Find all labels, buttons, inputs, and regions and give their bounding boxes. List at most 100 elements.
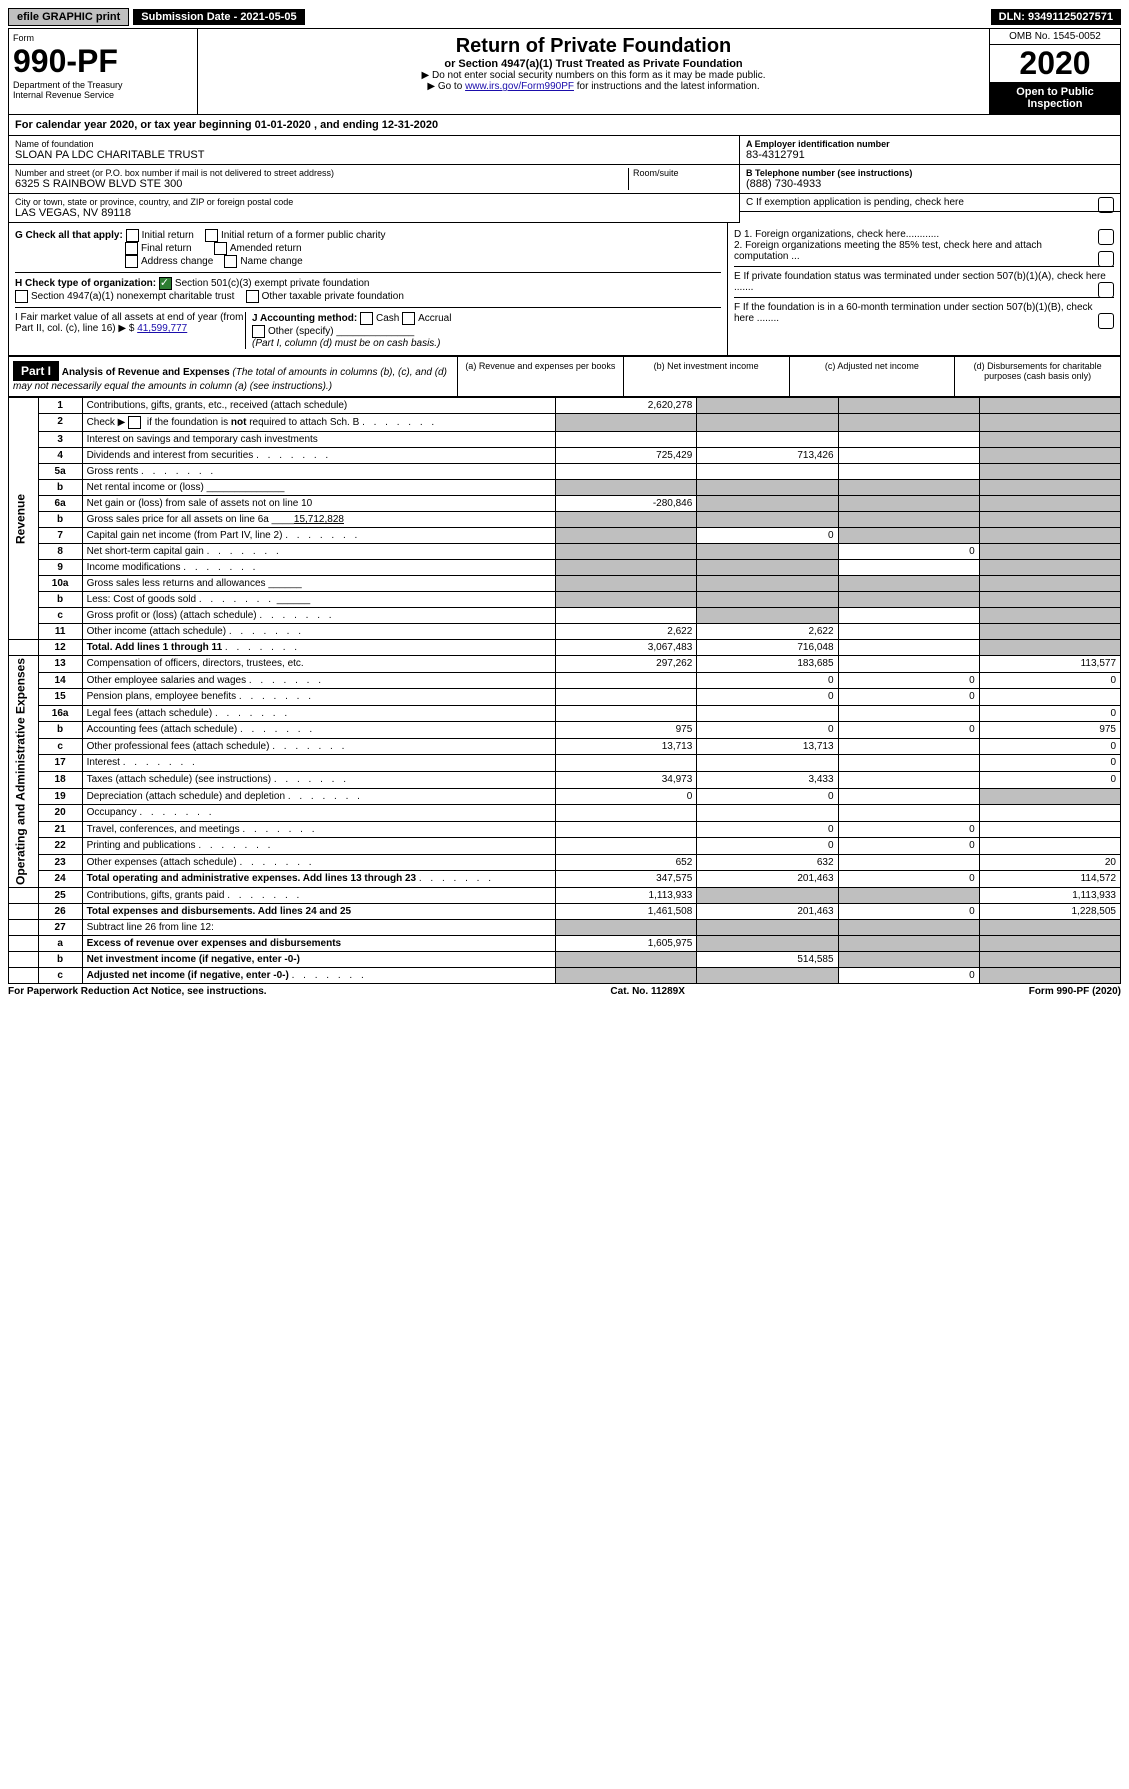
col-d-header: (d) Disbursements for charitable purpose…: [954, 357, 1120, 396]
line-16c-b: 13,713: [697, 738, 838, 755]
accrual: Accrual: [418, 313, 451, 324]
ein-label: A Employer identification number: [746, 139, 1114, 149]
line-12-desc: Total. Add lines 1 through 11: [82, 640, 556, 656]
dln: DLN: 93491125027571: [991, 9, 1121, 25]
line-6a-num: 6a: [38, 496, 82, 512]
e-check[interactable]: [1098, 282, 1114, 298]
line-3-num: 3: [38, 432, 82, 448]
line-6b-num: b: [38, 512, 82, 528]
c-checkbox[interactable]: [1098, 197, 1114, 213]
4947-check[interactable]: [15, 290, 28, 303]
line-14-desc: Other employee salaries and wages: [82, 672, 556, 689]
line-4-num: 4: [38, 448, 82, 464]
line-8-num: 8: [38, 544, 82, 560]
initial-return-check[interactable]: [126, 229, 139, 242]
name-change-check[interactable]: [224, 255, 237, 268]
form-title: Return of Private Foundation: [204, 35, 983, 58]
line-16c-num: c: [38, 738, 82, 755]
j-note: (Part I, column (d) must be on cash basi…: [252, 338, 440, 349]
line-22-desc: Printing and publications: [82, 838, 556, 855]
line-24-c: 0: [838, 871, 979, 888]
sch-b-check[interactable]: [128, 416, 141, 429]
d1-check[interactable]: [1098, 229, 1114, 245]
line-26-desc: Total expenses and disbursements. Add li…: [82, 903, 556, 919]
check-section: G Check all that apply: Initial return I…: [8, 223, 1121, 356]
line-5b-desc: Net rental income or (loss) ____________…: [82, 480, 556, 496]
accrual-check[interactable]: [402, 312, 415, 325]
initial-former-check[interactable]: [205, 229, 218, 242]
line-12-a: 3,067,483: [556, 640, 697, 656]
line-27c-c: 0: [838, 967, 979, 983]
line-7-num: 7: [38, 528, 82, 544]
col-a-header: (a) Revenue and expenses per books: [457, 357, 623, 396]
final-return: Final return: [141, 243, 192, 254]
line-18-d: 0: [979, 771, 1120, 788]
i-label: I Fair market value of all assets at end…: [15, 312, 243, 334]
form-subtitle: or Section 4947(a)(1) Trust Treated as P…: [204, 58, 983, 70]
j-label: J Accounting method:: [252, 313, 357, 324]
identification-section: Name of foundation SLOAN PA LDC CHARITAB…: [8, 136, 1121, 223]
line-25-d: 1,113,933: [979, 887, 1120, 903]
line-1-d: [979, 398, 1120, 414]
col-b-header: (b) Net investment income: [623, 357, 789, 396]
line-3-desc: Interest on savings and temporary cash i…: [82, 432, 556, 448]
line-27c-desc: Adjusted net income (if negative, enter …: [82, 967, 556, 983]
line-1-num: 1: [38, 398, 82, 414]
phone: (888) 730-4933: [746, 178, 1114, 190]
line-10b-desc: Less: Cost of goods sold ______: [82, 592, 556, 608]
addr-change-check[interactable]: [125, 255, 138, 268]
line-9-desc: Income modifications: [82, 560, 556, 576]
line-5b-num: b: [38, 480, 82, 496]
submission-date: Submission Date - 2021-05-05: [133, 9, 304, 25]
line-8-desc: Net short-term capital gain: [82, 544, 556, 560]
ein: 83-4312791: [746, 149, 1114, 161]
line-20-num: 20: [38, 805, 82, 822]
line-27a-a: 1,605,975: [556, 935, 697, 951]
line-17-d: 0: [979, 755, 1120, 772]
g-label: G Check all that apply:: [15, 230, 123, 241]
amended-return: Amended return: [230, 243, 302, 254]
line-7-b: 0: [697, 528, 838, 544]
line-1-a: 2,620,278: [556, 398, 697, 414]
fmv-value[interactable]: 41,599,777: [137, 323, 187, 334]
line-6b-val: 15,712,828: [294, 514, 344, 525]
line-25-desc: Contributions, gifts, grants paid: [82, 887, 556, 903]
initial-former: Initial return of a former public charit…: [221, 230, 386, 241]
line-24-d: 114,572: [979, 871, 1120, 888]
line-11-b: 2,622: [697, 624, 838, 640]
line-1-b: [697, 398, 838, 414]
other-taxable-check[interactable]: [246, 290, 259, 303]
501c3-check[interactable]: [159, 277, 172, 290]
line-15-c: 0: [838, 689, 979, 706]
line-14-d: 0: [979, 672, 1120, 689]
line-13-d: 113,577: [979, 656, 1120, 673]
line-2-num: 2: [38, 414, 82, 432]
other-method-check[interactable]: [252, 325, 265, 338]
line-25-a: 1,113,933: [556, 887, 697, 903]
line-18-desc: Taxes (attach schedule) (see instruction…: [82, 771, 556, 788]
501c3: Section 501(c)(3) exempt private foundat…: [175, 278, 370, 289]
line-24-b: 201,463: [697, 871, 838, 888]
d2-check[interactable]: [1098, 251, 1114, 267]
expenses-section-label: Operating and Administrative Expenses: [9, 656, 39, 888]
line-22-c: 0: [838, 838, 979, 855]
final-return-check[interactable]: [125, 242, 138, 255]
line-11-num: 11: [38, 624, 82, 640]
line-27b-desc: Net investment income (if negative, ente…: [82, 951, 556, 967]
line-5a-num: 5a: [38, 464, 82, 480]
line-16b-d: 975: [979, 722, 1120, 739]
line-10b-num: b: [38, 592, 82, 608]
form990pf-link[interactable]: www.irs.gov/Form990PF: [465, 81, 574, 92]
cash-check[interactable]: [360, 312, 373, 325]
amended-check[interactable]: [214, 242, 227, 255]
line-27b-num: b: [38, 951, 82, 967]
line-27b-b: 514,585: [697, 951, 838, 967]
line-16c-d: 0: [979, 738, 1120, 755]
other-taxable: Other taxable private foundation: [262, 291, 404, 302]
line-12-num: 12: [38, 640, 82, 656]
f-check[interactable]: [1098, 313, 1114, 329]
line-4-a: 725,429: [556, 448, 697, 464]
efile-button[interactable]: efile GRAPHIC print: [8, 8, 129, 26]
line-7-desc: Capital gain net income (from Part IV, l…: [82, 528, 556, 544]
line-26-a: 1,461,508: [556, 903, 697, 919]
